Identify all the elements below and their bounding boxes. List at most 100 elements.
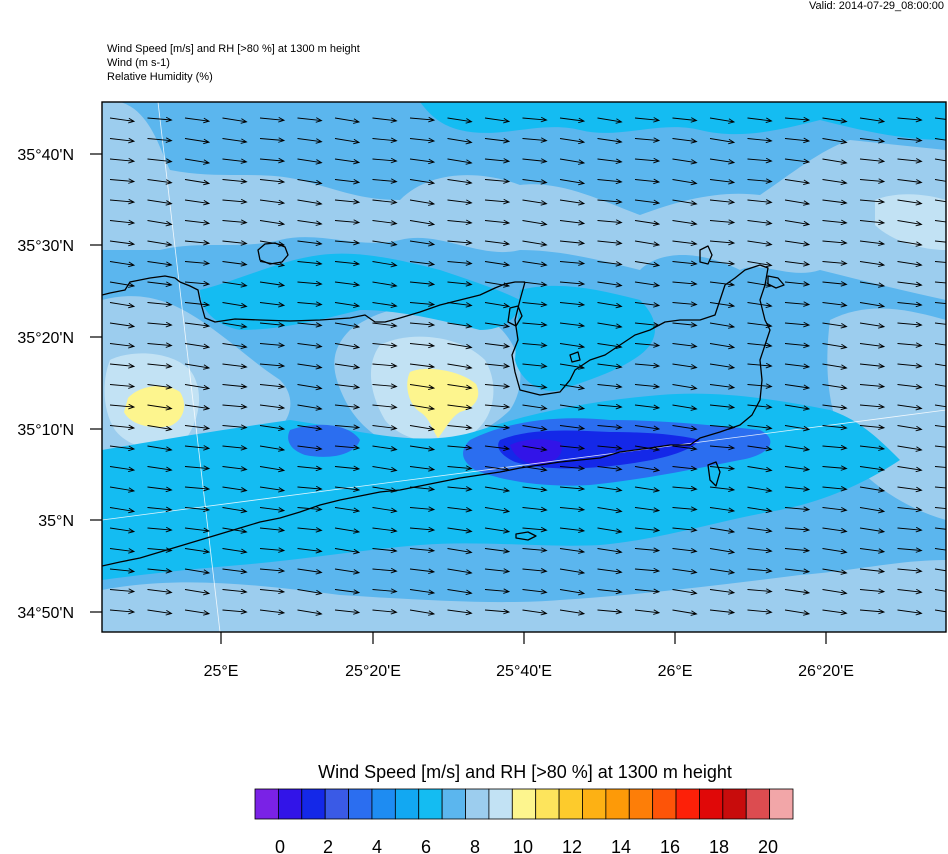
wind-arrow-icon: [822, 486, 848, 492]
wind-arrow-icon: [484, 343, 511, 349]
wind-arrow-icon: [634, 588, 661, 594]
wind-arrow-icon: [409, 158, 436, 165]
wind-arrow-icon: [597, 403, 623, 410]
wind-arrow-icon: [184, 363, 211, 370]
wind-arrow-icon: [147, 281, 173, 287]
wind-arrow-icon: [259, 466, 286, 473]
wind-arrow-icon: [109, 137, 136, 144]
wind-arrow-icon: [709, 219, 736, 225]
wind-arrow-icon: [147, 261, 173, 267]
wind-arrow-icon: [109, 178, 136, 184]
wind-arrow-icon: [372, 567, 398, 574]
wind-arrow-icon: [897, 199, 923, 206]
wind-arrow-icon: [859, 568, 886, 574]
wind-arrow-icon: [222, 588, 248, 595]
wind-arrow-icon: [259, 567, 286, 574]
wind-arrow-icon: [859, 138, 886, 144]
wind-arrow-icon: [709, 363, 736, 370]
wind-arrow-icon: [709, 158, 736, 165]
wind-arrow-icon: [784, 137, 811, 144]
lat-label: 35°N: [38, 513, 74, 530]
wind-arrow-icon: [859, 403, 886, 410]
wind-arrow-icon: [859, 158, 886, 164]
wind-arrow-icon: [822, 568, 848, 575]
wind-arrow-icon: [109, 486, 136, 493]
colorbar-swatch: [582, 788, 607, 820]
wind-arrow-icon: [409, 486, 436, 492]
wind-arrow-icon: [484, 240, 511, 247]
wind-arrow-icon: [147, 301, 173, 308]
wind-arrow-icon: [934, 261, 946, 263]
wind-arrow-icon: [297, 220, 323, 226]
wind-arrow-icon: [484, 363, 511, 369]
wind-arrow-icon: [597, 548, 623, 555]
wind-arrow-icon: [222, 198, 248, 205]
wind-field-darkest-core: [510, 439, 562, 465]
wind-arrow-icon: [484, 548, 511, 554]
wind-arrow-icon: [372, 137, 398, 144]
wind-arrow-icon: [409, 384, 436, 391]
wind-arrow-icon: [259, 117, 286, 123]
wind-arrow-icon: [334, 424, 361, 430]
wind-arrow-icon: [897, 363, 923, 369]
wind-arrow-icon: [859, 548, 886, 554]
wind-arrow-icon: [147, 547, 173, 553]
colorbar-ticks: 0 2 4 6 8 10 12 14 16 18 20: [275, 837, 778, 854]
wind-arrow-icon: [222, 403, 248, 410]
wind-arrow-icon: [672, 301, 698, 307]
wind-arrow-icon: [784, 466, 811, 472]
wind-arrow-icon: [897, 547, 923, 553]
wind-arrow-icon: [559, 404, 586, 411]
wind-arrow-icon: [109, 261, 136, 268]
colorbar-title: Wind Speed [m/s] and RH [>80 %] at 1300 …: [318, 762, 732, 782]
wind-arrow-icon: [334, 322, 361, 329]
wind-arrow-icon: [634, 362, 661, 369]
wind-arrow-icon: [709, 260, 736, 267]
wind-arrow-icon: [747, 547, 773, 554]
wind-arrow-icon: [522, 261, 548, 267]
wind-arrow-icon: [897, 158, 923, 164]
wind-arrow-icon: [222, 568, 248, 575]
wind-arrow-icon: [409, 568, 436, 574]
wind-arrow-icon: [484, 403, 511, 410]
wind-arrow-icon: [372, 240, 398, 247]
coast-small-islet-1: [507, 305, 523, 327]
wind-arrow-icon: [484, 219, 511, 226]
wind-arrow-icon: [334, 486, 361, 493]
wind-arrow-icon: [784, 384, 811, 390]
wind-arrow-icon: [447, 138, 473, 145]
wind-arrow-icon: [109, 117, 136, 124]
wind-arrow-icon: [672, 547, 698, 554]
wind-arrow-icon: [672, 343, 698, 349]
wind-arrow-icon: [709, 589, 736, 595]
wind-arrow-icon: [447, 219, 473, 226]
wind-arrow-icon: [109, 281, 136, 288]
wind-arrow-icon: [672, 280, 698, 287]
wind-arrow-icon: [634, 445, 661, 452]
colorbar-swatch: [722, 788, 747, 820]
wind-arrow-icon: [259, 199, 286, 206]
wind-arrow-icon: [597, 424, 623, 430]
colorbar-swatch: [465, 788, 490, 820]
wind-arrow-icon: [447, 589, 473, 596]
wind-arrow-icon: [822, 138, 848, 145]
wind-arrow-icon: [222, 486, 248, 493]
wind-arrow-icon: [859, 486, 886, 493]
wind-arrow-icon: [297, 280, 323, 287]
wind-arrow-icon: [784, 321, 811, 328]
wind-arrow-icon: [259, 261, 286, 268]
wind-arrow-icon: [147, 384, 173, 390]
wind-arrow-icon: [334, 239, 361, 246]
wind-arrow-icon: [147, 589, 173, 595]
wind-arrow-icon: [897, 466, 923, 473]
wind-arrow-icon: [409, 261, 436, 267]
wind-arrow-icon: [184, 609, 211, 616]
wind-arrow-icon: [709, 343, 736, 350]
wind-arrow-icon: [709, 404, 736, 410]
wind-arrow-icon: [559, 138, 586, 145]
wind-arrow-icon: [522, 240, 548, 247]
wind-arrow-icon: [147, 486, 173, 493]
wind-arrow-icon: [859, 198, 886, 205]
wind-arrow-icon: [859, 178, 886, 184]
wind-arrow-icon: [147, 363, 173, 369]
